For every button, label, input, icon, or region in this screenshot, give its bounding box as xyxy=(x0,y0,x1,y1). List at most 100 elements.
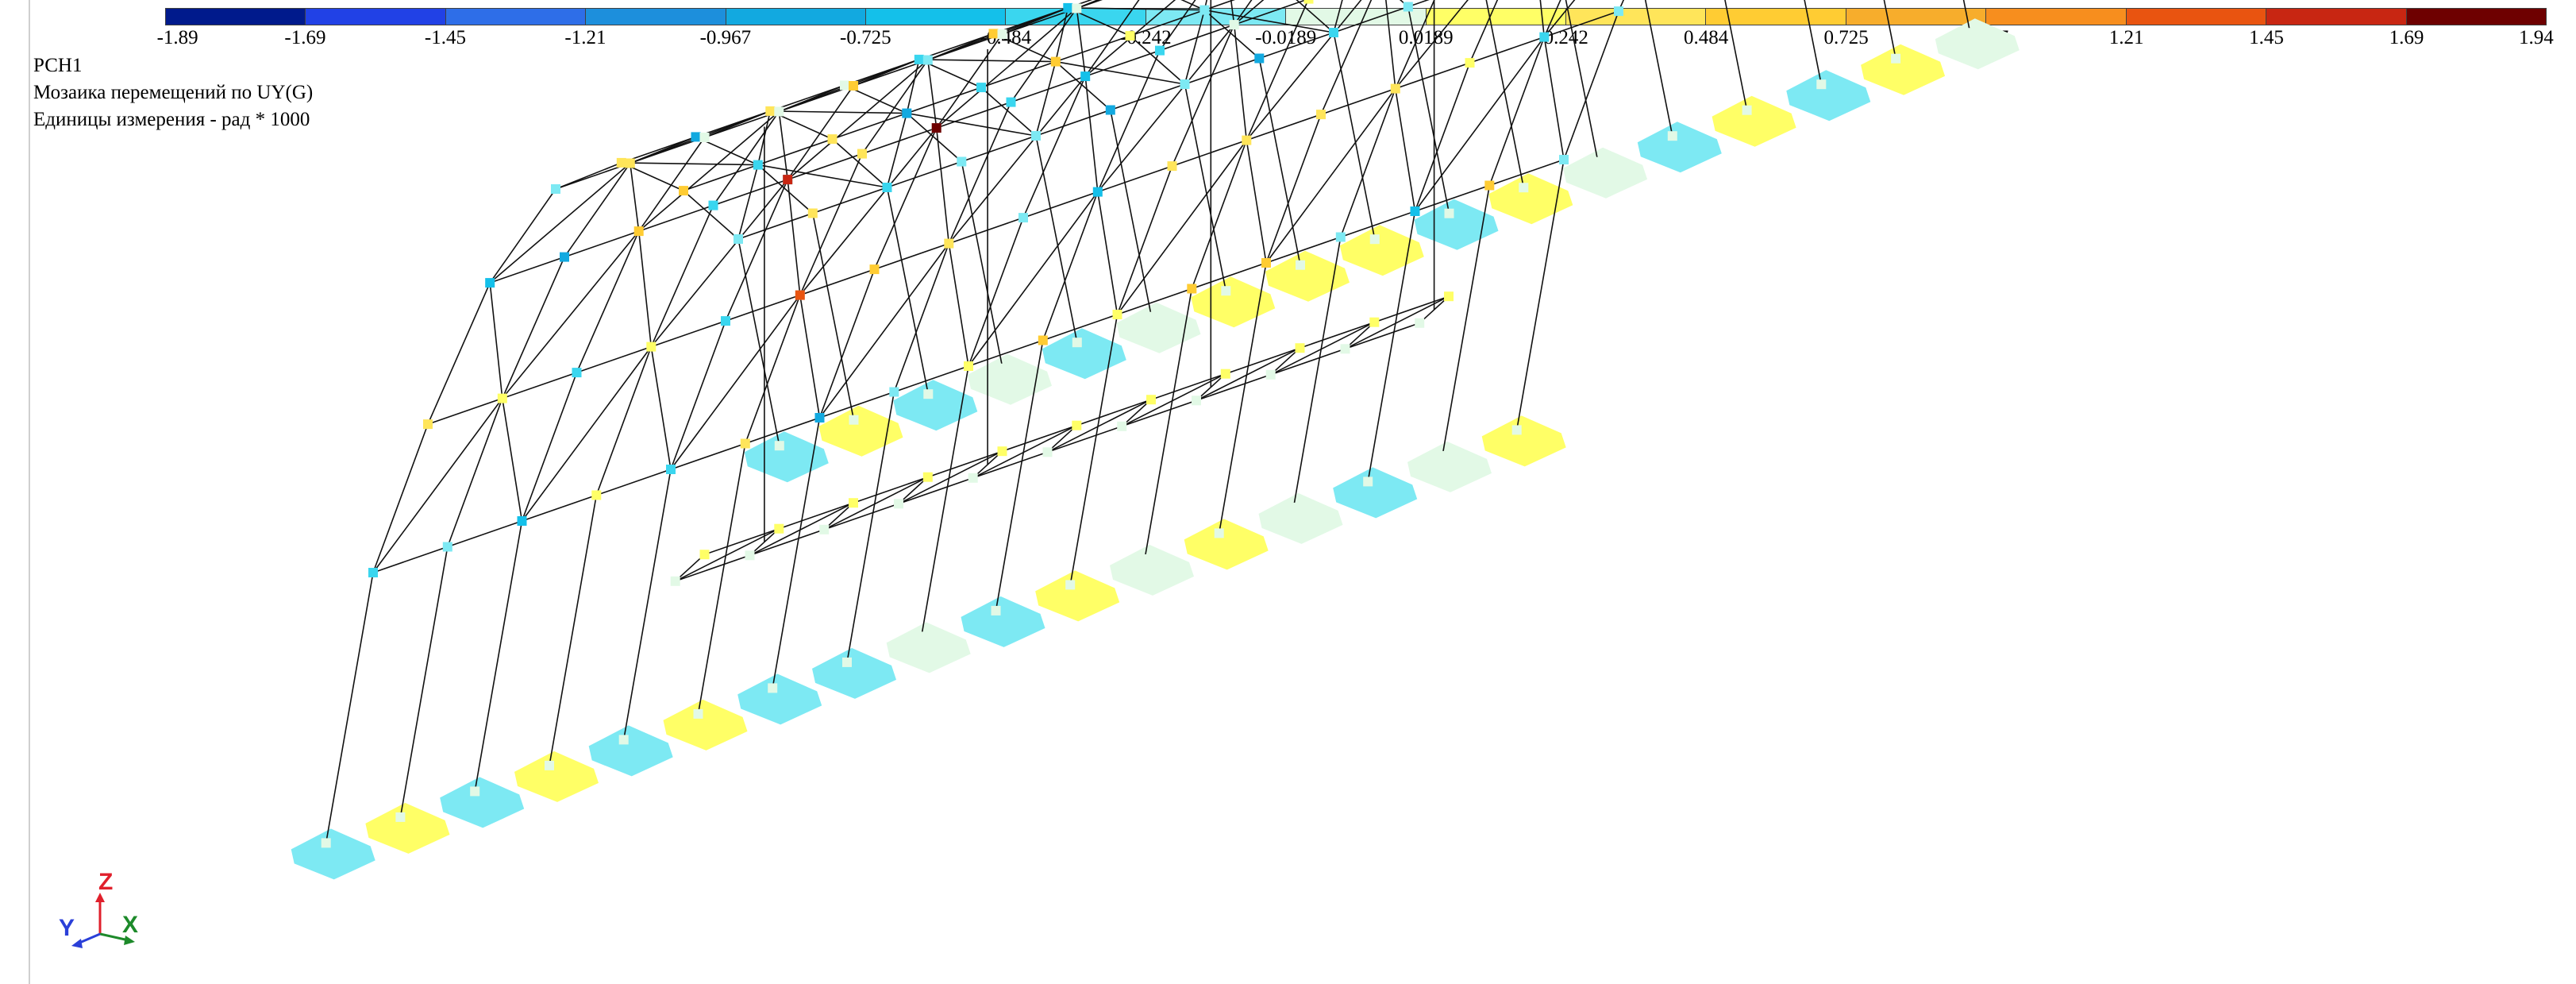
node-marker[interactable] xyxy=(998,363,1007,373)
node-marker[interactable] xyxy=(889,387,899,397)
node-marker[interactable] xyxy=(997,446,1007,457)
node-marker[interactable] xyxy=(1072,420,1082,430)
node-marker[interactable] xyxy=(1614,6,1623,17)
node-marker[interactable] xyxy=(997,29,1007,39)
node-marker[interactable] xyxy=(1539,32,1550,42)
node-marker[interactable] xyxy=(849,81,858,91)
node-marker[interactable] xyxy=(1187,284,1197,294)
node-marker[interactable] xyxy=(616,157,626,168)
node-marker[interactable] xyxy=(819,524,830,534)
node-marker[interactable] xyxy=(1180,79,1190,89)
node-marker[interactable] xyxy=(1265,369,1276,380)
node-marker[interactable] xyxy=(857,149,867,159)
node-marker[interactable] xyxy=(869,264,880,275)
node-marker[interactable] xyxy=(916,631,926,642)
node-marker[interactable] xyxy=(922,55,933,65)
node-marker[interactable] xyxy=(699,550,710,560)
node-marker[interactable] xyxy=(693,708,703,719)
node-marker[interactable] xyxy=(1438,450,1447,461)
node-marker[interactable] xyxy=(944,238,954,249)
node-marker[interactable] xyxy=(591,490,602,500)
node-marker[interactable] xyxy=(670,576,680,586)
node-marker[interactable] xyxy=(321,838,331,848)
node-marker[interactable] xyxy=(1117,421,1127,431)
node-marker[interactable] xyxy=(745,550,755,561)
node-marker[interactable] xyxy=(1288,502,1299,512)
node-marker[interactable] xyxy=(666,465,676,474)
node-marker[interactable] xyxy=(1018,213,1028,223)
node-marker[interactable] xyxy=(1031,131,1041,141)
node-marker[interactable] xyxy=(679,186,688,196)
node-marker[interactable] xyxy=(1261,258,1271,268)
node-marker[interactable] xyxy=(976,83,986,93)
node-marker[interactable] xyxy=(1092,187,1103,197)
node-marker[interactable] xyxy=(1220,369,1230,379)
node-marker[interactable] xyxy=(1242,135,1252,145)
node-marker[interactable] xyxy=(840,80,849,91)
node-marker[interactable] xyxy=(882,183,892,192)
node-marker[interactable] xyxy=(734,234,743,244)
node-marker[interactable] xyxy=(931,123,941,133)
node-marker[interactable] xyxy=(1295,343,1305,353)
node-marker[interactable] xyxy=(1296,260,1305,270)
node-marker[interactable] xyxy=(497,393,507,403)
node-marker[interactable] xyxy=(1072,3,1082,14)
node-marker[interactable] xyxy=(1303,0,1314,4)
node-marker[interactable] xyxy=(768,683,778,693)
node-marker[interactable] xyxy=(1511,425,1522,435)
node-marker[interactable] xyxy=(1140,554,1149,564)
node-marker[interactable] xyxy=(814,413,825,423)
node-marker[interactable] xyxy=(572,368,582,378)
node-marker[interactable] xyxy=(1112,310,1122,319)
node-marker[interactable] xyxy=(699,133,710,142)
node-marker[interactable] xyxy=(894,499,903,509)
node-marker[interactable] xyxy=(765,106,776,116)
node-marker[interactable] xyxy=(957,156,967,167)
node-marker[interactable] xyxy=(991,605,1001,615)
node-marker[interactable] xyxy=(1891,53,1901,64)
node-marker[interactable] xyxy=(646,342,657,352)
node-marker[interactable] xyxy=(1167,161,1177,172)
node-marker[interactable] xyxy=(1593,156,1603,167)
node-marker[interactable] xyxy=(423,419,433,430)
node-marker[interactable] xyxy=(1816,79,1827,90)
node-marker[interactable] xyxy=(774,523,784,534)
node-marker[interactable] xyxy=(721,316,730,326)
node-marker[interactable] xyxy=(1559,155,1569,164)
node-marker[interactable] xyxy=(849,415,859,425)
node-marker[interactable] xyxy=(783,175,793,185)
node-marker[interactable] xyxy=(1519,183,1529,193)
node-marker[interactable] xyxy=(964,361,973,371)
node-marker[interactable] xyxy=(740,438,750,449)
node-marker[interactable] xyxy=(807,208,818,218)
node-marker[interactable] xyxy=(774,441,784,451)
node-marker[interactable] xyxy=(842,657,852,667)
node-marker[interactable] xyxy=(633,226,644,237)
node-marker[interactable] xyxy=(1415,318,1425,328)
node-marker[interactable] xyxy=(774,106,784,117)
node-marker[interactable] xyxy=(368,568,378,577)
node-marker[interactable] xyxy=(923,389,934,399)
node-marker[interactable] xyxy=(795,290,805,300)
node-marker[interactable] xyxy=(1155,45,1165,56)
node-marker[interactable] xyxy=(1105,105,1115,115)
node-marker[interactable] xyxy=(395,812,406,822)
node-marker[interactable] xyxy=(753,160,763,170)
node-marker[interactable] xyxy=(1369,234,1380,245)
node-marker[interactable] xyxy=(1146,311,1157,322)
node-marker[interactable] xyxy=(1667,131,1677,141)
node-marker[interactable] xyxy=(560,252,569,262)
node-marker[interactable] xyxy=(1965,28,1975,38)
node-marker[interactable] xyxy=(1410,206,1420,216)
node-marker[interactable] xyxy=(902,108,912,118)
node-marker[interactable] xyxy=(914,54,924,64)
node-marker[interactable] xyxy=(470,786,480,797)
node-marker[interactable] xyxy=(1254,53,1265,64)
node-marker[interactable] xyxy=(1335,232,1346,242)
node-marker[interactable] xyxy=(708,200,718,210)
node-marker[interactable] xyxy=(1316,110,1326,120)
node-marker[interactable] xyxy=(517,516,527,526)
node-marker[interactable] xyxy=(1444,291,1454,302)
node-marker[interactable] xyxy=(1192,396,1201,406)
node-marker[interactable] xyxy=(1221,286,1231,296)
